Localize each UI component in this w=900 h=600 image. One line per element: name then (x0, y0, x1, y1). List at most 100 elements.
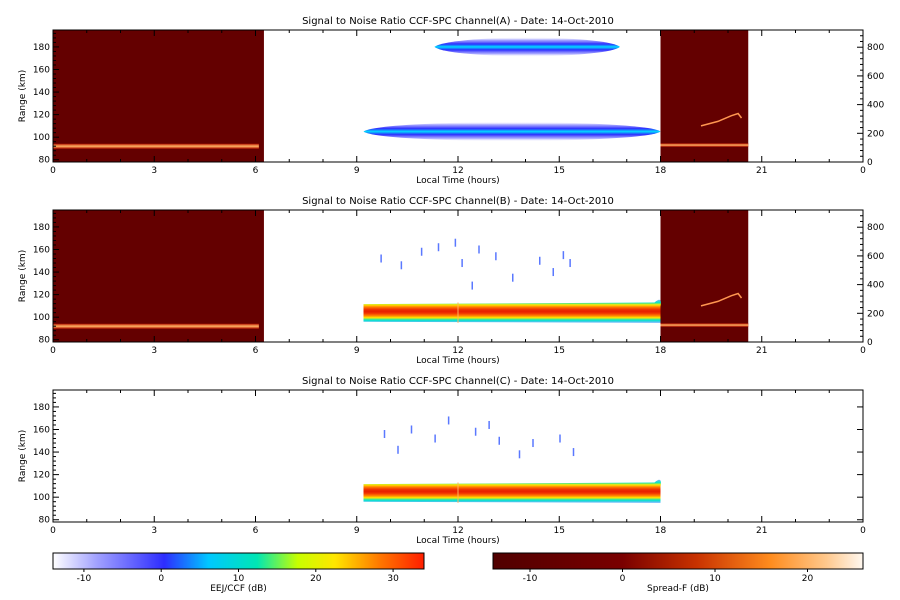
x-tick-label: 0 (50, 166, 56, 176)
y2-tick-label: 800 (867, 43, 884, 53)
echo-speck (454, 238, 457, 247)
y-tick-label: 100 (33, 313, 50, 323)
x-tick-label: 3 (151, 346, 157, 356)
y2-tick-label: 600 (867, 252, 884, 262)
colorbar-gradient (52, 552, 425, 570)
panel-a: 0 3 6 9 12 15 18 21 0801001201401601800200400600… (18, 16, 884, 186)
echo-speck (512, 273, 514, 282)
x-tick-label: 6 (253, 526, 259, 536)
eej-band (434, 37, 620, 57)
x-axis: 0 3 6 9 12 15 18 21 0 (50, 390, 866, 536)
echo-speck (552, 268, 554, 277)
x-tick-label: 6 (253, 346, 259, 356)
spread-f-trail (700, 112, 743, 127)
x-tick-label: 15 (554, 166, 565, 176)
echo-speck (383, 430, 386, 438)
colorbar-eej: -10 0 10 20 30 EEJ/CCF (dB) (52, 552, 425, 594)
colorbar-tick-label: -10 (523, 574, 538, 584)
echo-speck (572, 448, 575, 457)
x-axis-label: Local Time (hours) (416, 356, 499, 366)
y-tick-label: 180 (33, 223, 50, 233)
chart-title: Signal to Noise Ratio CCF-SPC Channel(C)… (302, 376, 614, 387)
echo-speck (562, 251, 565, 260)
colorbar-tick-label: 0 (620, 574, 626, 584)
y2-tick-label: 400 (867, 101, 884, 111)
spread-f-block (660, 30, 749, 162)
echo-speck (420, 247, 423, 256)
colorbar-tick-label: 20 (310, 574, 322, 584)
plot-area (53, 210, 749, 342)
colorbar-tick-label: 20 (802, 574, 814, 584)
y-axis-label: Range (km) (18, 430, 28, 482)
x-tick-label: 9 (354, 166, 360, 176)
y-tick-label: 140 (33, 448, 50, 458)
spread-f-layer (660, 143, 749, 147)
echo-speck (380, 254, 382, 263)
eej-band (363, 479, 661, 503)
colorbar-tick-label: 30 (387, 574, 399, 584)
x-tick-label: 0 (860, 346, 866, 356)
x-tick-label: 15 (554, 526, 565, 536)
x-tick-label: 12 (452, 166, 463, 176)
y-tick-label: 120 (33, 291, 50, 301)
x-tick-label: 9 (354, 526, 360, 536)
y-axis-label: Range (km) (18, 70, 28, 122)
spread-f-layer (53, 143, 259, 149)
echo-speck (434, 434, 436, 443)
x-tick-label: 12 (452, 346, 463, 356)
colorbar-spread-f: -10 0 10 20 Spread-F (dB) (492, 552, 864, 594)
chart-title: Signal to Noise Ratio CCF-SPC Channel(A)… (302, 16, 614, 27)
colorbar-gradient (492, 552, 864, 570)
echo-speck (397, 445, 399, 454)
x-tick-label: 21 (756, 526, 767, 536)
y2-axis (857, 406, 863, 521)
echo-speck (474, 427, 477, 436)
eej-band (363, 299, 661, 323)
panel-b: 0 3 6 9 12 15 18 21 0801001201401601800200400600… (18, 196, 884, 366)
y2-tick-label: 0 (867, 158, 873, 168)
colorbar-tick-label: -10 (77, 574, 92, 584)
y-tick-label: 80 (39, 336, 51, 346)
y-axis: 80 100 120 140 160 180 (33, 392, 59, 526)
echo-speck (478, 245, 480, 254)
x-tick-label: 18 (655, 526, 667, 536)
x-axis: 0 3 6 9 12 15 18 21 0 (50, 30, 866, 176)
colorbar-label: Spread-F (dB) (647, 584, 709, 594)
y-tick-label: 160 (33, 425, 50, 435)
echo-speck (532, 439, 534, 448)
y-tick-label: 80 (39, 156, 51, 166)
echo-speck (471, 281, 473, 290)
y-tick-label: 120 (33, 471, 50, 481)
plot-area (53, 30, 749, 162)
colorbars: -10 0 10 20 30 EEJ/CCF (dB) -10 0 10 20 Spread-F (… (52, 552, 864, 594)
x-tick-label: 3 (151, 526, 157, 536)
y-tick-label: 160 (33, 65, 50, 75)
spread-f-layer (660, 323, 749, 327)
x-tick-label: 18 (655, 346, 667, 356)
y2-tick-label: 600 (867, 72, 884, 82)
y2-axis: 0 200 400 600 800 (857, 35, 884, 168)
echo-speck (447, 416, 450, 425)
echo-speck (495, 252, 497, 261)
x-tick-label: 3 (151, 166, 157, 176)
spread-f-block (53, 210, 264, 342)
echo-speck (461, 259, 463, 268)
x-tick-label: 12 (452, 526, 463, 536)
x-tick-label: 0 (50, 346, 56, 356)
echo-speck (559, 434, 561, 443)
x-tick-label: 9 (354, 346, 360, 356)
y-axis: 80 100 120 140 160 180 (33, 212, 59, 346)
x-tick-label: 21 (756, 166, 767, 176)
x-axis-label: Local Time (hours) (416, 536, 499, 546)
y-tick-label: 80 (39, 516, 51, 526)
y2-tick-label: 0 (867, 338, 873, 348)
plot-area (363, 416, 661, 503)
x-tick-label: 6 (253, 166, 259, 176)
echo-speck (400, 261, 403, 270)
x-tick-label: 0 (860, 166, 866, 176)
echo-speck (488, 420, 490, 429)
x-tick-label: 21 (756, 346, 767, 356)
x-axis-label: Local Time (hours) (416, 176, 499, 186)
spread-f-trail (700, 292, 743, 307)
